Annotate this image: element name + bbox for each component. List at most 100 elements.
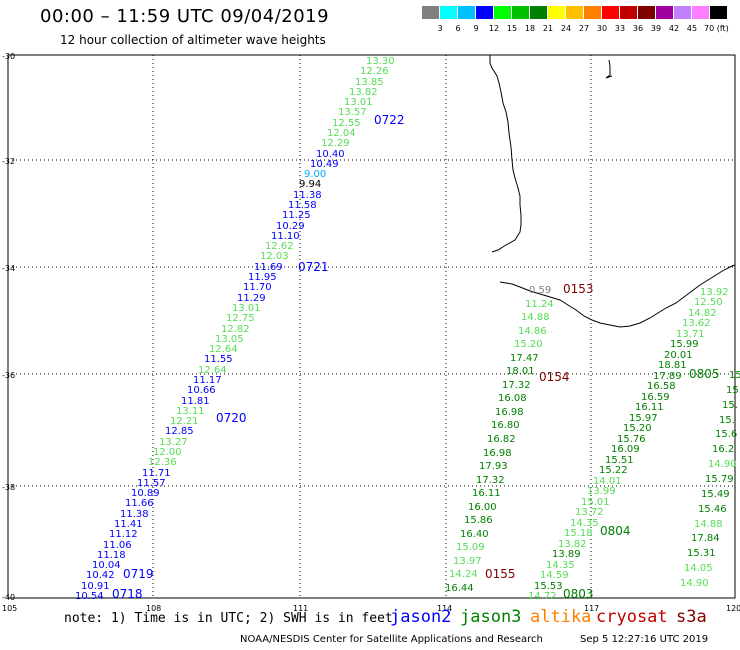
swh-value: 15.01	[581, 497, 610, 508]
swh-value: 9.94	[299, 179, 322, 190]
lon-label: 108	[146, 604, 161, 613]
swh-value: 16.98	[495, 407, 524, 418]
pass-label-0722: 0722	[374, 113, 405, 127]
swh-value: 14.35	[570, 518, 599, 529]
scale-label: 21	[542, 24, 554, 33]
swh-value: 16.59	[641, 392, 670, 403]
scale-swatch	[602, 6, 619, 19]
swh-value: 11.81	[181, 396, 210, 407]
swh-value: 13.05	[215, 334, 244, 345]
pass-label-0720: 0720	[216, 411, 247, 425]
note-text: note: 1) Time is in UTC; 2) SWH is in fe…	[64, 611, 393, 626]
swh-value: 15.	[729, 370, 740, 381]
swh-value: 13.01	[344, 97, 373, 108]
swh-value: 12.04	[327, 128, 356, 139]
coastline-west-australia	[489, 55, 522, 253]
grid-lines	[8, 55, 735, 598]
pass-label-0804: 0804	[600, 524, 631, 538]
swh-value: 10.42	[86, 570, 115, 581]
swh-value: 10.89	[131, 488, 160, 499]
swh-value: 11.71	[142, 468, 171, 479]
scale-label: 15	[506, 24, 518, 33]
scale-label: 30	[596, 24, 608, 33]
map-frame	[7, 54, 736, 599]
swh-value: 12.64	[209, 344, 238, 355]
swh-value: 13.82	[558, 539, 587, 550]
scale-label: 33	[614, 24, 626, 33]
scale-swatch	[476, 6, 493, 19]
lat-label: -40	[2, 593, 15, 602]
pass-label-0154: 0154	[539, 370, 570, 384]
swh-value: 12.50	[694, 297, 723, 308]
swh-value: 10.29	[276, 221, 305, 232]
swh-value: 14.72	[528, 591, 557, 602]
swh-value: 16.40	[460, 529, 489, 540]
swh-value: 11.24	[525, 299, 554, 310]
swh-value: 11.29	[237, 293, 266, 304]
scale-label: 9	[473, 24, 479, 33]
swh-value: 11.38	[293, 190, 322, 201]
swh-value: 15.20	[623, 423, 652, 434]
scale-label: 6	[455, 24, 461, 33]
pass-label-0155: 0155	[485, 567, 516, 581]
swh-value: 12.26	[360, 66, 389, 77]
swh-value: 11.41	[114, 519, 143, 530]
scale-swatch	[530, 6, 547, 19]
swh-value: 13.97	[453, 556, 482, 567]
page-subtitle: 12 hour collection of altimeter wave hei…	[60, 33, 326, 47]
page-title: 00:00 – 11:59 UTC 09/04/2019	[40, 6, 330, 27]
swh-value: 18.01	[506, 366, 535, 377]
lon-labels: 105 108 111 114 117 120	[2, 604, 740, 613]
scale-swatch	[656, 6, 673, 19]
swh-value: 12.82	[221, 324, 250, 335]
footer-credit: NOAA/NESDIS Center for Satellite Applica…	[240, 634, 543, 645]
pass-label-0718: 0718	[112, 587, 143, 601]
swh-value: 14.01	[593, 476, 622, 487]
swh-value: 13.01	[232, 303, 261, 314]
swh-value: 15.31	[687, 548, 716, 559]
swh-value: 11.38	[120, 509, 149, 520]
scale-swatch	[674, 6, 691, 19]
swh-value: 14.82	[688, 308, 717, 319]
swh-value: 16.11	[635, 402, 664, 413]
swh-value: 16.00	[468, 502, 497, 513]
swh-value: 14.90	[708, 459, 737, 470]
scale-swatch	[548, 6, 565, 19]
swh-value: 12.00	[153, 447, 182, 458]
swh-value: 12.75	[226, 313, 255, 324]
swh-value: 16.11	[472, 488, 501, 499]
scale-label: 45	[686, 24, 698, 33]
swh-value: 15.97	[629, 413, 658, 424]
swh-value: 11.66	[125, 498, 154, 509]
swh-value: 13.57	[338, 107, 367, 118]
swh-value: 10.49	[310, 159, 339, 170]
swh-value: 16.09	[611, 444, 640, 455]
swh-value: 11.10	[271, 231, 300, 242]
scale-label: 36	[632, 24, 644, 33]
swh-value: 16.2	[712, 444, 735, 455]
swh-value: 15.	[719, 415, 735, 426]
swh-value: 11.69	[254, 262, 283, 273]
swh-value: 14.59	[540, 570, 569, 581]
pass-label-0721: 0721	[298, 260, 329, 274]
scale-swatch	[620, 6, 637, 19]
swh-value: 11.18	[97, 550, 126, 561]
pass-label-0153: 0153	[563, 282, 594, 296]
pass-label-0805: 0805	[689, 367, 720, 381]
swh-value: 17.32	[502, 380, 531, 391]
swh-value: 14.35	[546, 560, 575, 571]
swh-value: 13.92	[700, 287, 729, 298]
swh-value: 13.72	[575, 507, 604, 518]
lon-label: 114	[437, 604, 452, 613]
swh-value: 0.59	[529, 285, 552, 296]
swh-value: 14.88	[521, 312, 550, 323]
scale-label: 24	[560, 24, 572, 33]
swh-value: 17.84	[691, 533, 720, 544]
scale-swatch	[512, 6, 529, 19]
swh-value: 16.80	[491, 420, 520, 431]
lat-label: -30	[2, 52, 15, 61]
footer-timestamp: Sep 5 12:27:16 UTC 2019	[580, 634, 709, 645]
scale-swatch	[566, 6, 583, 19]
swh-value: 10.66	[187, 385, 216, 396]
